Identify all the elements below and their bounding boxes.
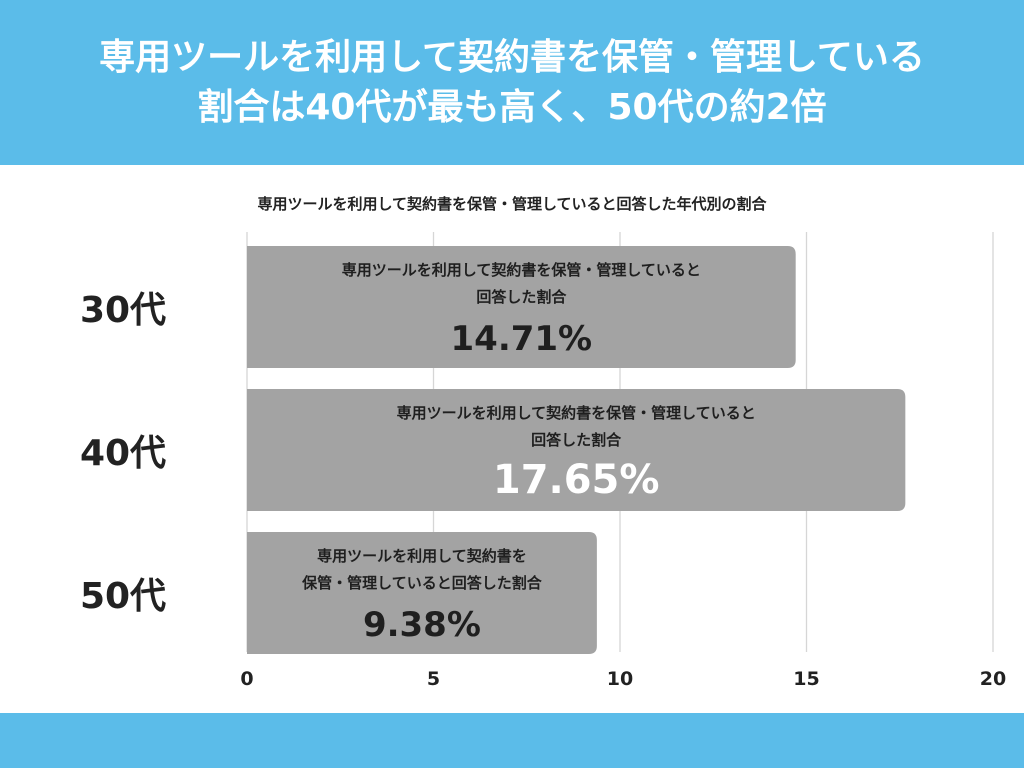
- category-label: 50代: [80, 576, 166, 617]
- category-label: 30代: [80, 290, 166, 331]
- x-tick-label: 0: [240, 668, 253, 690]
- data-label: 17.65%: [493, 457, 660, 503]
- bar-text-label: 専用ツールを利用して契約書を: [317, 547, 527, 565]
- bar: [247, 532, 597, 654]
- x-tick-label: 5: [427, 668, 440, 690]
- title-banner: 専用ツールを利用して契約書を保管・管理している 割合は40代が最も高く、50代の…: [0, 0, 1024, 165]
- data-label: 14.71%: [451, 319, 593, 359]
- bar-chart: 0 5 10 15 2030代専用ツールを利用して契約書を保管・管理していると回答した割…: [80, 232, 1006, 690]
- category-label: 40代: [80, 433, 166, 474]
- footer-band: [0, 713, 1024, 768]
- x-tick-label: 15: [793, 668, 819, 690]
- x-tick-label: 20: [980, 668, 1006, 690]
- chart-title: 専用ツールを利用して契約書を保管・管理していると回答した年代別の割合: [257, 195, 767, 213]
- bar: [247, 246, 796, 368]
- title-line-2: 割合は40代が最も高く、50代の約2倍: [197, 86, 827, 128]
- x-tick-label: 10: [607, 668, 633, 690]
- title-line-1: 専用ツールを利用して契約書を保管・管理している: [99, 36, 925, 78]
- bar-text-label: 回答した割合: [531, 431, 622, 449]
- bar-text-label: 保管・管理していると回答した割合: [301, 574, 543, 592]
- bar: [247, 389, 906, 511]
- bar-text-label: 専用ツールを利用して契約書を保管・管理していると: [342, 261, 701, 279]
- data-label: 9.38%: [363, 605, 481, 645]
- bar-text-label: 回答した割合: [476, 288, 567, 306]
- bar-text-label: 専用ツールを利用して契約書を保管・管理していると: [397, 404, 756, 422]
